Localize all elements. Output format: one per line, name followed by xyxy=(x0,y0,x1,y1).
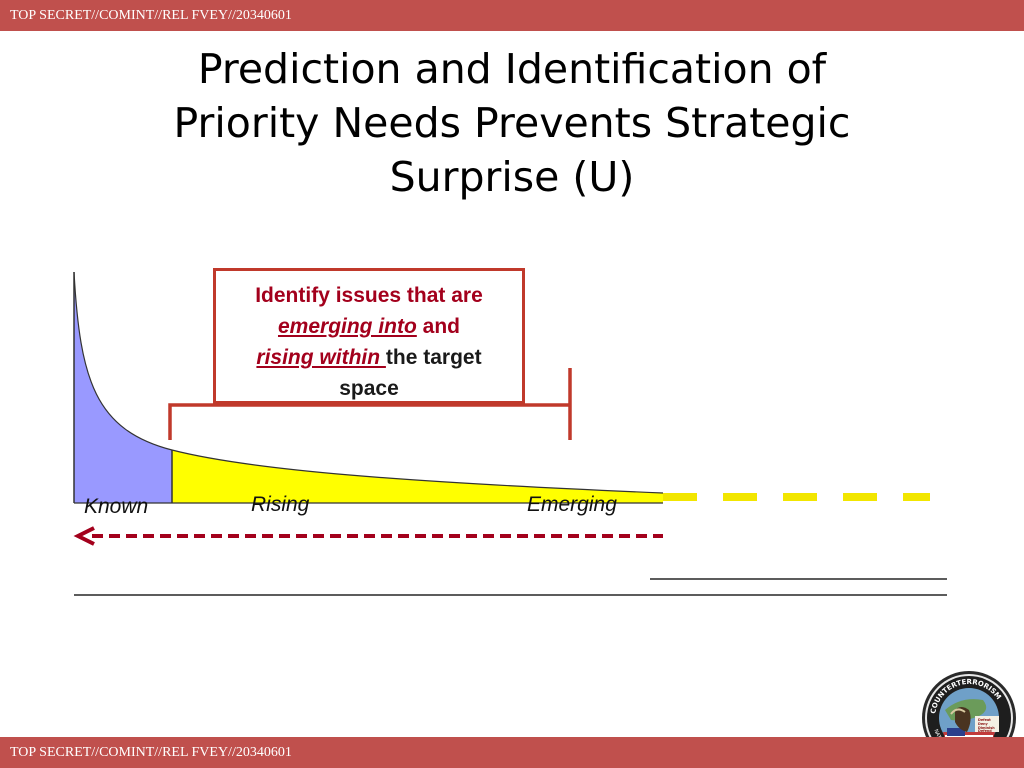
classification-banner-top: TOP SECRET//COMINT//REL FVEY//20340601 xyxy=(0,0,1024,31)
svg-text:Diminish: Diminish xyxy=(978,726,995,730)
arrow-head xyxy=(73,526,95,546)
title-line-1: Prediction and Identification of xyxy=(197,45,827,93)
callout-space: space xyxy=(339,377,399,400)
callout-text-1: Identify issues that are xyxy=(255,284,483,307)
tail-curve xyxy=(73,271,664,494)
svg-text:Defeat: Defeat xyxy=(978,718,991,722)
label-emerging: Emerging xyxy=(527,493,617,516)
title-line-3: Surprise (U) xyxy=(389,153,635,201)
callout-and: and xyxy=(416,315,460,338)
label-known: Known xyxy=(84,495,149,518)
svg-text:Defend: Defend xyxy=(978,729,992,733)
callout-rising-within: rising within xyxy=(256,346,386,369)
known-area xyxy=(74,272,172,503)
classification-banner-bottom: TOP SECRET//COMINT//REL FVEY//20340601 xyxy=(0,737,1024,768)
label-rising: Rising xyxy=(251,493,310,516)
title-line-2: Priority Needs Prevents Strategic xyxy=(173,99,851,147)
callout-the-target: the target xyxy=(385,346,482,369)
callout-box: Identify issues that are emerging into a… xyxy=(213,268,525,404)
rising-area xyxy=(172,450,663,503)
slide-title: Prediction and Identification of Priorit… xyxy=(62,42,962,204)
svg-text:Deny: Deny xyxy=(978,722,989,726)
target-bracket xyxy=(168,368,572,440)
callout-emerging-into: emerging into xyxy=(277,315,417,338)
